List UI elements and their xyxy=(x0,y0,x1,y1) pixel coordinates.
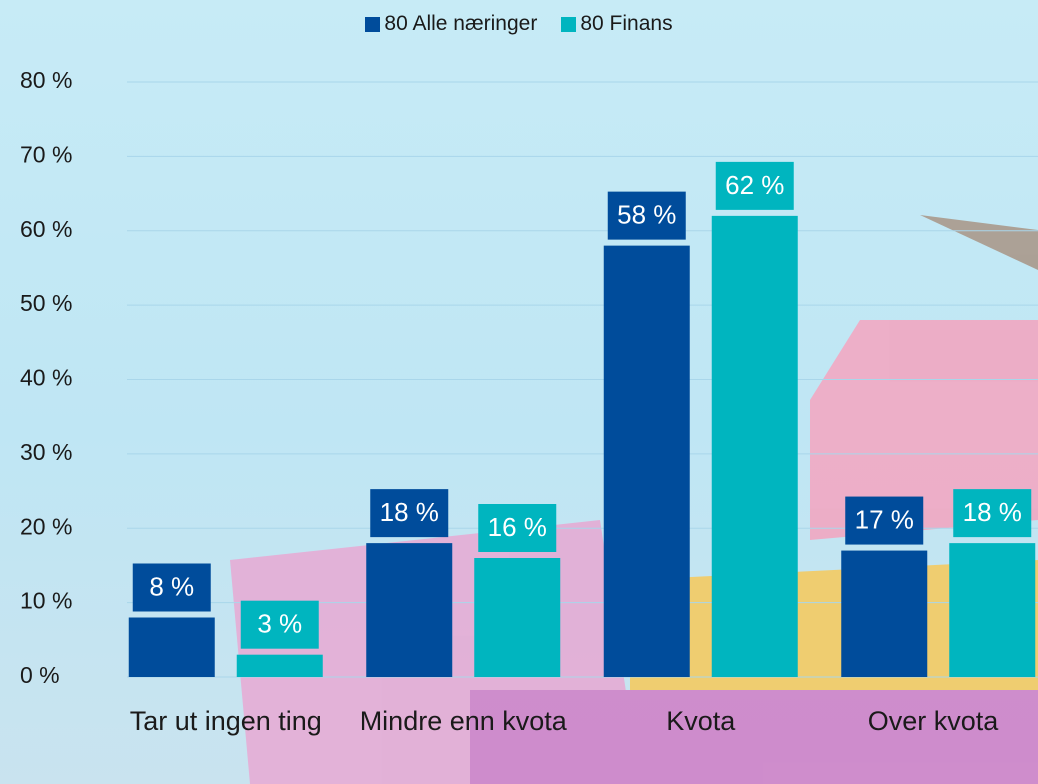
value-label: 18 % xyxy=(963,497,1022,527)
value-label-box xyxy=(370,489,449,538)
value-label: 3 % xyxy=(257,609,302,639)
value-label-box xyxy=(607,191,686,240)
legend-swatch xyxy=(561,16,577,32)
value-label-box xyxy=(715,161,794,210)
value-label-box xyxy=(478,504,557,552)
value-label-box xyxy=(132,563,211,612)
y-tick-label: 40 % xyxy=(20,365,72,391)
legend-item: 80 Alle næringer xyxy=(365,12,537,36)
legend-item: 80 Finans xyxy=(561,12,673,36)
y-tick-label: 60 % xyxy=(20,216,72,242)
value-label-box xyxy=(845,496,924,545)
value-label-box xyxy=(240,600,319,649)
bar xyxy=(711,215,798,677)
bar xyxy=(236,654,323,677)
legend-swatch xyxy=(365,16,381,32)
value-label: 8 % xyxy=(149,571,194,601)
y-tick-label: 70 % xyxy=(20,141,72,167)
legend-label: 80 Finans xyxy=(580,12,673,35)
y-tick-label: 10 % xyxy=(20,588,72,614)
x-tick-label: Mindre enn kvota xyxy=(359,706,567,736)
decor xyxy=(810,320,1038,540)
legend-label: 80 Alle næringer xyxy=(384,12,538,35)
value-label: 58 % xyxy=(617,200,676,230)
x-tick-label: Over kvota xyxy=(867,706,999,736)
x-tick-label: Kvota xyxy=(666,706,736,736)
y-tick-label: 30 % xyxy=(20,439,72,465)
value-label: 16 % xyxy=(488,512,547,542)
decor xyxy=(470,690,1038,784)
legend: 80 Alle næringer 80 Finans xyxy=(0,12,1038,36)
y-tick-label: 0 % xyxy=(20,662,60,688)
bar xyxy=(366,543,453,677)
bar xyxy=(841,550,928,677)
value-label-box xyxy=(953,489,1032,538)
value-label: 17 % xyxy=(855,504,914,534)
bar xyxy=(603,245,690,677)
y-tick-label: 80 % xyxy=(20,67,72,93)
y-tick-label: 50 % xyxy=(20,290,72,316)
value-label: 18 % xyxy=(380,497,439,527)
x-tick-label: Tar ut ingen ting xyxy=(129,706,322,736)
decor xyxy=(920,215,1038,270)
value-label: 62 % xyxy=(725,170,784,200)
bar xyxy=(128,617,215,677)
y-tick-label: 20 % xyxy=(20,513,72,539)
bar xyxy=(949,543,1036,677)
bar xyxy=(474,558,561,677)
